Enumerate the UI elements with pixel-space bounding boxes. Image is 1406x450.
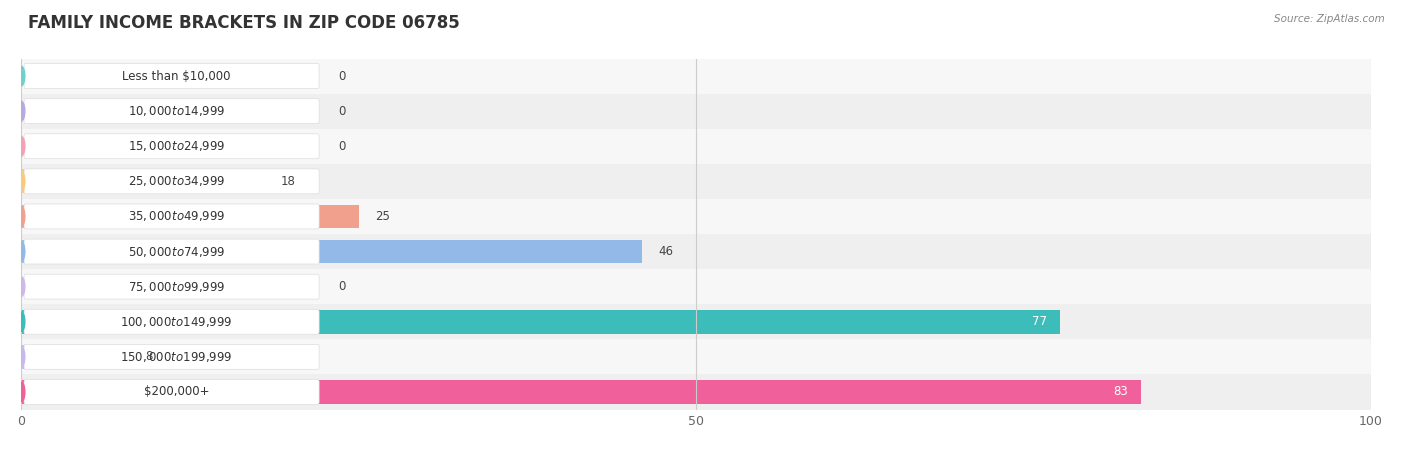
- Circle shape: [17, 277, 25, 297]
- FancyBboxPatch shape: [24, 134, 319, 159]
- Bar: [21, 345, 129, 369]
- Bar: [21, 129, 1371, 164]
- Circle shape: [17, 207, 25, 226]
- Text: 25: 25: [375, 210, 389, 223]
- Text: $25,000 to $34,999: $25,000 to $34,999: [128, 174, 225, 189]
- Circle shape: [17, 171, 25, 191]
- Bar: [21, 239, 643, 264]
- FancyBboxPatch shape: [24, 204, 319, 229]
- Text: 0: 0: [339, 140, 346, 153]
- Circle shape: [17, 242, 25, 261]
- Bar: [21, 310, 1060, 334]
- Text: FAMILY INCOME BRACKETS IN ZIP CODE 06785: FAMILY INCOME BRACKETS IN ZIP CODE 06785: [28, 14, 460, 32]
- Text: 18: 18: [280, 175, 295, 188]
- Text: 0: 0: [339, 105, 346, 117]
- Bar: [21, 199, 1371, 234]
- FancyBboxPatch shape: [24, 99, 319, 124]
- Text: 0: 0: [339, 70, 346, 82]
- FancyBboxPatch shape: [24, 309, 319, 334]
- Bar: [21, 339, 1371, 374]
- Text: 0: 0: [339, 280, 346, 293]
- Text: $150,000 to $199,999: $150,000 to $199,999: [120, 350, 232, 364]
- Text: 77: 77: [1032, 315, 1047, 328]
- FancyBboxPatch shape: [24, 63, 319, 89]
- Text: Less than $10,000: Less than $10,000: [122, 70, 231, 82]
- Circle shape: [17, 312, 25, 332]
- Bar: [21, 374, 1371, 410]
- Circle shape: [17, 347, 25, 367]
- Bar: [21, 169, 264, 194]
- Text: 46: 46: [658, 245, 673, 258]
- Text: $10,000 to $14,999: $10,000 to $14,999: [128, 104, 225, 118]
- Text: Source: ZipAtlas.com: Source: ZipAtlas.com: [1274, 14, 1385, 23]
- Bar: [21, 58, 1371, 94]
- Text: $50,000 to $74,999: $50,000 to $74,999: [128, 244, 225, 259]
- Circle shape: [17, 101, 25, 121]
- Text: 8: 8: [145, 351, 153, 363]
- Text: $15,000 to $24,999: $15,000 to $24,999: [128, 139, 225, 153]
- Circle shape: [17, 136, 25, 156]
- Text: 83: 83: [1114, 386, 1128, 398]
- Bar: [21, 234, 1371, 269]
- Bar: [21, 164, 1371, 199]
- FancyBboxPatch shape: [24, 274, 319, 299]
- FancyBboxPatch shape: [24, 239, 319, 264]
- Circle shape: [17, 66, 25, 86]
- Text: $100,000 to $149,999: $100,000 to $149,999: [120, 315, 232, 329]
- Circle shape: [17, 382, 25, 402]
- Bar: [21, 269, 1371, 304]
- Bar: [21, 304, 1371, 339]
- Text: $35,000 to $49,999: $35,000 to $49,999: [128, 209, 225, 224]
- Bar: [21, 94, 1371, 129]
- Text: $200,000+: $200,000+: [143, 386, 209, 398]
- Bar: [21, 204, 359, 229]
- Bar: [21, 380, 1142, 404]
- Text: $75,000 to $99,999: $75,000 to $99,999: [128, 279, 225, 294]
- FancyBboxPatch shape: [24, 169, 319, 194]
- FancyBboxPatch shape: [24, 379, 319, 405]
- FancyBboxPatch shape: [24, 344, 319, 369]
